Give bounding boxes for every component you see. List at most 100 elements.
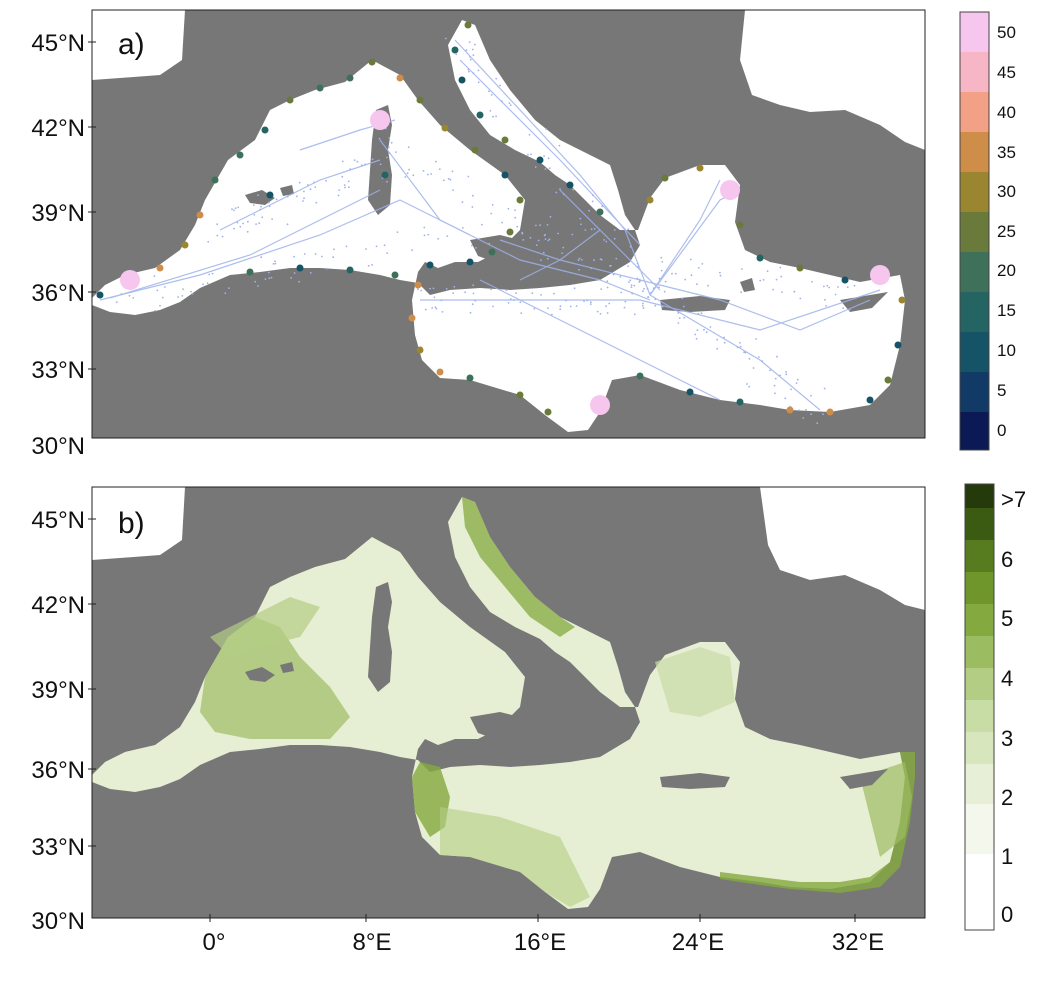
track-point (716, 338, 719, 341)
track-point (837, 286, 839, 288)
track-point (388, 152, 391, 155)
track-point (233, 209, 235, 212)
track-point (654, 304, 657, 307)
cb-a-tick-35: 35 (997, 143, 1016, 162)
track-point (353, 159, 356, 162)
track-point (264, 278, 267, 280)
station-marker (156, 264, 164, 272)
track-point (182, 288, 184, 291)
track-point (309, 272, 312, 274)
track-point (592, 194, 594, 197)
track-point (514, 216, 517, 219)
track-point (588, 209, 590, 212)
station-marker (414, 281, 422, 289)
track-point (313, 181, 315, 184)
track-point (547, 307, 549, 310)
panel-b-balearic-minor (280, 662, 294, 673)
panel-b-sicily (470, 712, 520, 739)
station-marker (236, 151, 244, 159)
track-point (347, 180, 350, 183)
station-marker (408, 314, 416, 322)
track-point (776, 355, 778, 358)
track-point (603, 239, 605, 241)
track-point (633, 284, 636, 287)
track-point (537, 239, 540, 242)
track-point (395, 151, 397, 154)
track-point (661, 305, 664, 308)
station-marker (211, 176, 219, 184)
station-marker (646, 196, 654, 204)
station-marker (466, 374, 474, 382)
track-point (799, 297, 802, 300)
track-point (471, 48, 474, 51)
track-point (452, 292, 455, 294)
panel-a-balearic-minor (280, 185, 294, 196)
track-point (647, 296, 650, 298)
track-point (191, 292, 194, 295)
track-point (586, 299, 589, 302)
station-marker (884, 376, 892, 384)
station-marker (181, 241, 189, 249)
track-point (247, 220, 249, 223)
track-point (584, 229, 587, 231)
track-point (540, 259, 542, 261)
panel-b-colorbar: >7 6 5 4 3 2 1 0 (964, 483, 1026, 931)
station-marker (506, 228, 514, 236)
track-point (823, 285, 825, 288)
track-point (371, 158, 374, 161)
track-point (583, 300, 585, 302)
track-point (293, 272, 296, 274)
track-point (347, 186, 350, 189)
track-point (386, 156, 388, 159)
panel-b-lat-36: 36°N (31, 757, 85, 784)
track-point (828, 286, 830, 289)
track-point (375, 245, 378, 248)
cb-a-tick-50: 50 (997, 23, 1016, 42)
track-point (701, 263, 704, 265)
track-point (314, 253, 317, 255)
panel-b-north-land-white (92, 487, 185, 560)
track-point (546, 224, 549, 226)
track-point (578, 257, 581, 260)
track-point (761, 360, 764, 362)
track-point (630, 284, 633, 286)
track-point (442, 179, 445, 182)
station-marker (661, 174, 669, 182)
track-point (259, 208, 261, 211)
track-point (822, 413, 824, 416)
track-point (303, 253, 306, 255)
track-point (723, 341, 726, 344)
track-point (343, 184, 346, 187)
track-point (365, 248, 367, 250)
track-point (605, 240, 608, 243)
track-point (202, 283, 205, 286)
panel-b-corsica-sardinia (368, 582, 392, 692)
track-point (423, 226, 426, 229)
track-point (834, 293, 837, 296)
track-point (752, 367, 755, 369)
panel-a-lat-30: 30°N (31, 433, 85, 460)
track-point (826, 284, 829, 287)
track-point (739, 345, 742, 348)
track-point (535, 244, 538, 247)
station-marker (636, 372, 644, 380)
panel-b-lat-42: 42°N (31, 592, 85, 619)
track-point (606, 280, 609, 283)
track-point (286, 223, 289, 226)
track-point (386, 252, 389, 255)
panel-a-lat-33: 33°N (31, 357, 85, 384)
track-point (591, 200, 594, 203)
panel-a-map (92, 10, 925, 438)
panel-a: a) 45°N 42°N 39°N 36°N 33°N 30°N (31, 9, 1016, 460)
track-point (228, 287, 230, 289)
track-point (580, 223, 582, 226)
track-point (755, 338, 757, 340)
cb-a-tick-15: 15 (997, 301, 1016, 320)
track-point (208, 273, 211, 276)
track-point (447, 177, 450, 180)
track-point (349, 168, 352, 171)
track-point (696, 283, 698, 286)
track-point (823, 387, 826, 390)
panel-b-levant-green (860, 762, 912, 857)
track-point (236, 221, 239, 224)
